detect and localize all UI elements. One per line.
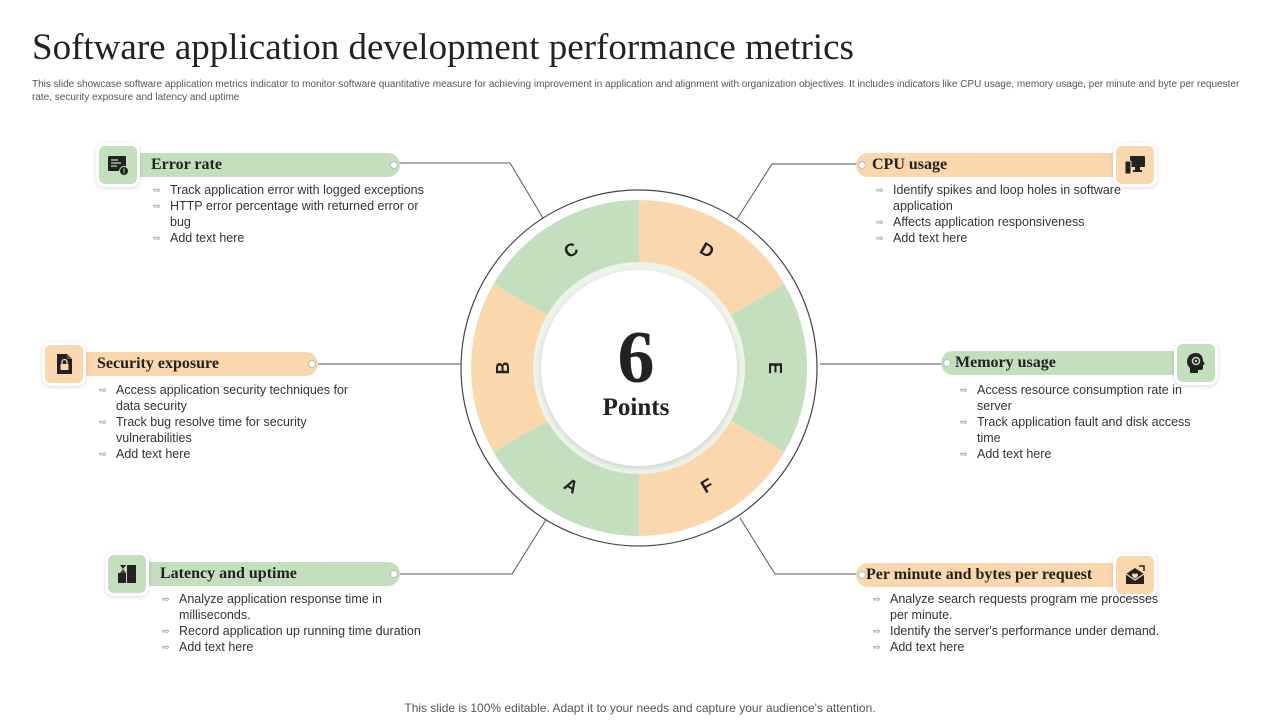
cpu-usage-title: CPU usage	[872, 156, 948, 173]
footer-note: This slide is 100% editable. Adapt it to…	[404, 701, 876, 715]
page-subtitle: This slide showcase software application…	[32, 79, 1240, 103]
security-exposure-points: Access application security techniques f…	[99, 382, 369, 462]
secure-document-icon	[45, 345, 83, 383]
ring-letter-b: B	[493, 362, 513, 375]
ring-letter-e: E	[765, 362, 785, 374]
error-rate-title: Error rate	[151, 156, 222, 173]
per-minute-points: Analyze search requests program me proce…	[873, 591, 1178, 655]
page-title: Software application development perform…	[32, 27, 854, 68]
list-item: Add text here	[162, 639, 437, 655]
list-item: HTTP error percentage with returned erro…	[153, 198, 435, 230]
list-item: Record application up running time durat…	[162, 623, 437, 639]
connector-dot	[943, 359, 951, 367]
center-label: Points	[602, 394, 670, 421]
list-item: Track application fault and disk access …	[960, 414, 1210, 446]
list-item: Track bug resolve time for security vuln…	[99, 414, 369, 446]
memory-usage-points: Access resource consumption rate in serv…	[960, 382, 1210, 462]
error-rate-points: Track application error with logged exce…	[153, 182, 435, 246]
ring-segment-a	[493, 420, 639, 536]
connector-per-minute	[739, 517, 858, 575]
connector-latency	[396, 517, 548, 575]
svg-text:!: !	[123, 169, 125, 176]
connector-dot	[858, 161, 866, 169]
connector-error-rate	[396, 162, 544, 219]
cpu-usage-points: Identify spikes and loop holes in softwa…	[876, 182, 1146, 246]
ring-segment-f	[639, 420, 785, 536]
ring-segment-c	[493, 200, 639, 316]
connector-dot	[308, 360, 316, 368]
memory-usage-title: Memory usage	[955, 354, 1056, 371]
list-item: Add text here	[99, 446, 369, 462]
cpu-usage-header: CPU usage	[856, 153, 1141, 177]
latency-uptime-points: Analyze application response time in mil…	[162, 591, 437, 655]
memory-usage-header: Memory usage	[941, 351, 1203, 375]
ring-segment-d	[639, 200, 785, 316]
list-item: Add text here	[960, 446, 1210, 462]
connector-dot	[390, 161, 398, 169]
center-number: 6	[617, 317, 655, 399]
connector-dot	[390, 570, 398, 578]
list-item: Identify the server's performance under …	[873, 623, 1178, 639]
ring-segment-b	[471, 284, 549, 452]
list-item: Access resource consumption rate in serv…	[960, 382, 1210, 414]
list-item: Track application error with logged exce…	[153, 182, 435, 198]
list-item: Affects application responsiveness	[876, 214, 1146, 230]
latency-uptime-title: Latency and uptime	[160, 565, 297, 582]
list-item: Analyze search requests program me proce…	[873, 591, 1178, 623]
list-item: Analyze application response time in mil…	[162, 591, 437, 623]
head-gear-icon	[1177, 344, 1215, 382]
error-rate-header: Error rate	[108, 153, 400, 177]
ring-segment-e	[729, 284, 807, 452]
security-exposure-title: Security exposure	[97, 355, 219, 372]
list-item: Add text here	[153, 230, 435, 246]
hourglass-blocks-icon	[108, 555, 146, 593]
list-item: Add text here	[873, 639, 1178, 655]
per-minute-title: Per minute and bytes per request	[866, 566, 1093, 583]
list-item: Access application security techniques f…	[99, 382, 369, 414]
list-item: Add text here	[876, 230, 1146, 246]
per-minute-header: Per minute and bytes per request	[856, 563, 1141, 587]
security-exposure-header: Security exposure	[56, 352, 318, 376]
connector-dot	[858, 571, 866, 579]
mail-request-icon	[1116, 556, 1154, 594]
error-log-icon: !	[99, 146, 137, 184]
connector-cpu	[736, 163, 858, 220]
computer-monitor-icon	[1116, 146, 1154, 184]
list-item: Identify spikes and loop holes in softwa…	[876, 182, 1146, 214]
latency-uptime-header: Latency and uptime	[117, 562, 400, 586]
